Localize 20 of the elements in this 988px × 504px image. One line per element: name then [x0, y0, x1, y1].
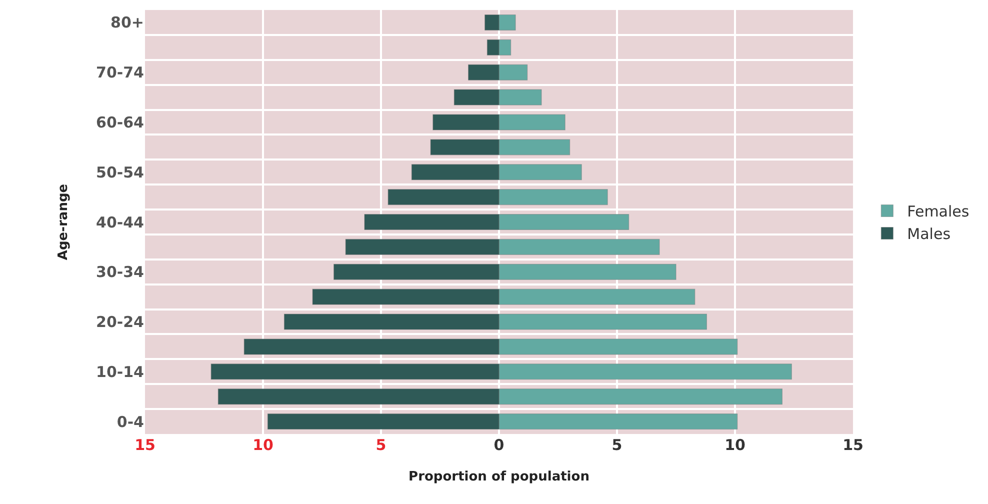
y-tick-label: 30-34 [96, 263, 144, 282]
x-tick-label: 5 [612, 436, 622, 454]
x-tick-label: 10 [724, 436, 746, 454]
y-tick-label: 20-24 [96, 313, 144, 332]
y-tick-label: 0-4 [116, 412, 144, 431]
y-tick-label: 80+ [110, 14, 144, 32]
x-tick-label: 15 [134, 436, 156, 454]
y-tick-label: 60-64 [96, 113, 144, 132]
x-axis-title: Proportion of population [408, 470, 590, 485]
x-tick-label: 0 [494, 436, 504, 454]
x-tick-label: 15 [842, 436, 864, 454]
y-axis-title: Age-range [56, 184, 71, 260]
legend-label: Males [907, 225, 951, 244]
y-tick-label: 10-14 [96, 362, 144, 381]
y-tick-label: 50-54 [96, 163, 144, 182]
legend-label: Females [907, 202, 970, 221]
x-tick-label: 5 [376, 436, 386, 454]
x-tick-label: 10 [252, 436, 274, 454]
y-tick-label: 40-44 [96, 213, 144, 232]
y-tick-label: 70-74 [96, 64, 144, 82]
